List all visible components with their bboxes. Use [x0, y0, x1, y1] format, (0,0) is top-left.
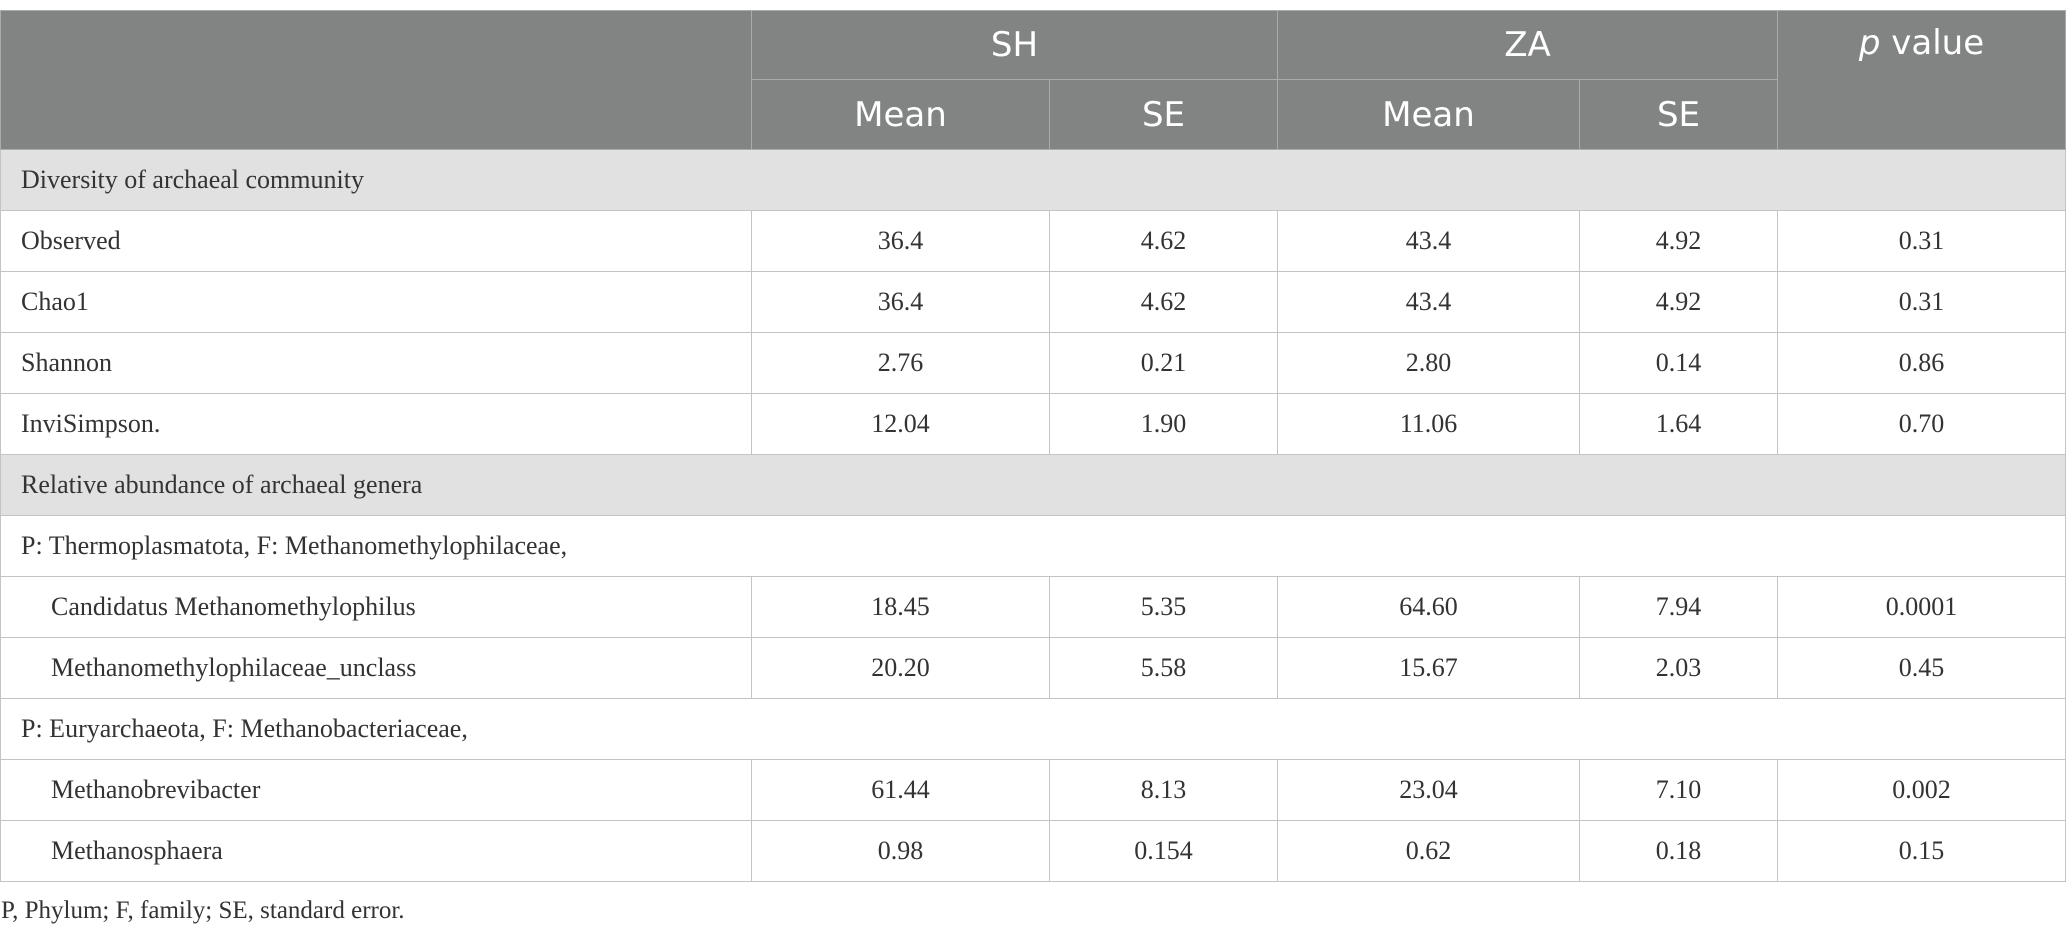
- value-cell: 61.44: [751, 759, 1050, 821]
- value-cell: 11.06: [1277, 393, 1580, 455]
- group-title: P: Euryarchaeota, F: Methanobacteriaceae…: [0, 698, 2066, 760]
- row-label: Methanobrevibacter: [0, 759, 752, 821]
- value-cell: 1.64: [1579, 393, 1778, 455]
- row-label: InviSimpson.: [0, 393, 752, 455]
- section-title: Relative abundance of archaeal genera: [0, 454, 2066, 516]
- value-cell: 43.4: [1277, 271, 1580, 333]
- value-cell: 0.86: [1777, 332, 2066, 394]
- subheader-row: Mean SE Mean SE: [1, 79, 2066, 150]
- table-head: SH ZA p value Mean SE Mean SE: [0, 10, 2066, 150]
- value-cell: 20.20: [751, 637, 1050, 699]
- subheader: SE: [1579, 79, 1778, 150]
- value-cell: 5.35: [1049, 576, 1278, 638]
- value-cell: 36.4: [751, 210, 1050, 272]
- value-cell: 0.62: [1277, 820, 1580, 882]
- value-cell: 0.21: [1049, 332, 1278, 394]
- subheader: Mean: [751, 79, 1050, 150]
- value-cell: 7.10: [1579, 759, 1778, 821]
- value-cell: 23.04: [1277, 759, 1580, 821]
- value-cell: 4.92: [1579, 210, 1778, 272]
- value-cell: 4.62: [1049, 210, 1278, 272]
- value-cell: 43.4: [1277, 210, 1580, 272]
- section-row: Diversity of archaeal community: [0, 149, 2066, 211]
- footnote: P, Phylum; F, family; SE, standard error…: [1, 897, 405, 924]
- group-row: P: Thermoplasmatota, F: Methanomethyloph…: [0, 515, 2066, 577]
- section-row: Relative abundance of archaeal genera: [0, 454, 2066, 516]
- data-row: InviSimpson. 12.04 1.90 11.06 1.64 0.70: [0, 393, 2066, 455]
- value-cell: 1.90: [1049, 393, 1278, 455]
- data-table: SH ZA p value Mean SE Mean SE Diversity …: [0, 10, 2066, 882]
- value-cell: 7.94: [1579, 576, 1778, 638]
- group-title: P: Thermoplasmatota, F: Methanomethyloph…: [0, 515, 2066, 577]
- row-label: Observed: [0, 210, 752, 272]
- value-cell: 5.58: [1049, 637, 1278, 699]
- value-cell: 0.31: [1777, 271, 2066, 333]
- value-cell: 0.154: [1049, 820, 1278, 882]
- data-row: Candidatus Methanomethylophilus 18.45 5.35…: [0, 576, 2066, 638]
- value-cell: 2.76: [751, 332, 1050, 394]
- table-body: Diversity of archaeal community Observed 3…: [0, 149, 2066, 882]
- value-cell: 12.04: [751, 393, 1050, 455]
- group-row: P: Euryarchaeota, F: Methanobacteriaceae…: [0, 698, 2066, 760]
- value-cell: 0.31: [1777, 210, 2066, 272]
- value-cell: 0.14: [1579, 332, 1778, 394]
- data-row: Chao1 36.4 4.62 43.4 4.92 0.31: [0, 271, 2066, 333]
- value-cell: 2.80: [1277, 332, 1580, 394]
- value-cell: 0.70: [1777, 393, 2066, 455]
- subheader: Mean: [1277, 79, 1580, 150]
- p-italic: p: [1858, 23, 1881, 63]
- value-cell: 0.98: [751, 820, 1050, 882]
- data-row: Methanomethylophilaceae_unclass 20.20 5.58…: [0, 637, 2066, 699]
- header-row: SH ZA p value: [0, 10, 2066, 150]
- value-cell: 18.45: [751, 576, 1050, 638]
- data-row: Observed 36.4 4.62 43.4 4.92 0.31: [0, 210, 2066, 272]
- row-label: Chao1: [0, 271, 752, 333]
- value-cell: 0.002: [1777, 759, 2066, 821]
- row-label: Shannon: [0, 332, 752, 394]
- group-header: SH: [751, 10, 1278, 80]
- value-cell: 2.03: [1579, 637, 1778, 699]
- corner-cell: [0, 10, 752, 150]
- value-cell: 0.15: [1777, 820, 2066, 882]
- data-row: Shannon 2.76 0.21 2.80 0.14 0.86: [0, 332, 2066, 394]
- value-cell: 8.13: [1049, 759, 1278, 821]
- value-cell: 0.45: [1777, 637, 2066, 699]
- value-cell: 0.0001: [1777, 576, 2066, 638]
- data-row: Methanobrevibacter 61.44 8.13 23.04 7.10 0.00…: [0, 759, 2066, 821]
- row-label: Methanosphaera: [0, 820, 752, 882]
- section-title: Diversity of archaeal community: [0, 149, 2066, 211]
- data-row: Methanosphaera 0.98 0.154 0.62 0.18 0.15: [0, 820, 2066, 882]
- p-header: p value: [1777, 10, 2066, 150]
- value-cell: 4.62: [1049, 271, 1278, 333]
- value-cell: 15.67: [1277, 637, 1580, 699]
- group-header: ZA: [1277, 10, 1778, 80]
- value-cell: 4.92: [1579, 271, 1778, 333]
- row-label: Candidatus Methanomethylophilus: [0, 576, 752, 638]
- value-cell: 36.4: [751, 271, 1050, 333]
- value-cell: 0.18: [1579, 820, 1778, 882]
- row-label: Methanomethylophilaceae_unclass: [0, 637, 752, 699]
- subheader: SE: [1049, 79, 1278, 150]
- value-cell: 64.60: [1277, 576, 1580, 638]
- p-text: value: [1891, 23, 1985, 63]
